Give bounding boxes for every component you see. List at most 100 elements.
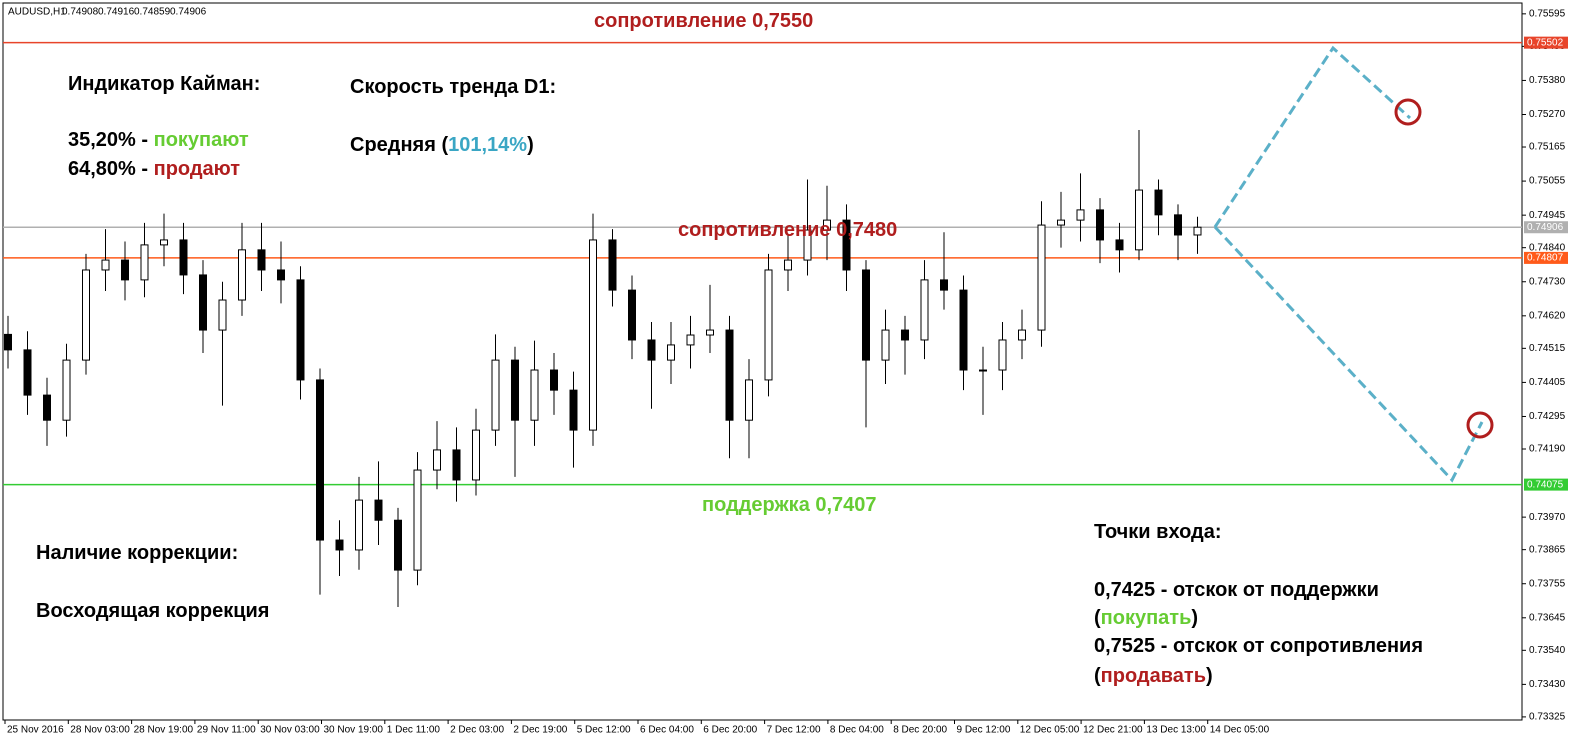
level-tag <box>1524 251 1568 264</box>
x-tick-label: 6 Dec 04:00 <box>640 725 694 736</box>
annotation-part: Наличие коррекции: <box>36 542 238 564</box>
y-tick-label: 0.74840 <box>1529 242 1566 253</box>
annotation-part: Скорость тренда D1: <box>350 76 556 98</box>
x-tick-label: 29 Nov 11:00 <box>197 725 256 736</box>
y-tick-label: 0.74945 <box>1529 210 1566 221</box>
candle-body <box>374 499 383 521</box>
x-tick-label: 14 Dec 05:00 <box>1210 725 1270 736</box>
y-tick-label: 0.74620 <box>1529 310 1566 321</box>
candle-body <box>257 249 266 271</box>
candle-body <box>413 469 422 571</box>
annotation-part: ( <box>1094 665 1101 687</box>
annotation-part: 101,14% <box>448 134 527 156</box>
ohlc-high: 0.74916 <box>98 7 135 18</box>
level-label: 0.74906 <box>1527 222 1564 233</box>
annotation: 35,20% - покупают <box>68 129 249 151</box>
y-tick-label: 0.73645 <box>1529 612 1566 623</box>
y-tick-label: 0.73970 <box>1529 512 1566 523</box>
candle-body <box>940 279 948 291</box>
annotation: 0,7525 - отскок от сопротивления <box>1094 635 1423 657</box>
annotation: поддержка 0,7407 <box>702 494 877 516</box>
y-tick-label: 0.74515 <box>1529 343 1566 354</box>
annotation: Индикатор Кайман: <box>68 73 260 95</box>
candle-body <box>1174 214 1182 236</box>
candle-body <box>784 259 792 271</box>
symbol: AUDUSD,H1 <box>8 7 66 18</box>
annotation-part: 35,20% - <box>68 129 154 151</box>
annotation-part: 64,80% - <box>68 158 154 180</box>
candle-body <box>62 359 71 421</box>
candle-body <box>160 239 168 246</box>
x-tick-label: 30 Nov 19:00 <box>324 725 384 736</box>
y-tick-label: 0.75165 <box>1529 142 1566 153</box>
candle-body <box>277 269 285 281</box>
annotation-part: покупать <box>1101 607 1192 629</box>
ohlc-open: 0.74908 <box>62 7 99 18</box>
candle-body <box>1135 189 1143 251</box>
candle-body <box>1115 239 1124 251</box>
candle-body <box>1057 219 1065 226</box>
candle-body <box>706 329 714 336</box>
annotation: Восходящая коррекция <box>36 600 269 622</box>
candle-body <box>1076 209 1085 221</box>
annotation-part: Точки входа: <box>1094 521 1222 543</box>
forecast <box>1213 45 1484 483</box>
plot-frame <box>2 2 1523 721</box>
candle-body <box>179 239 188 276</box>
annotation-part: сопротивление 0,7480 <box>678 219 897 241</box>
candle-body <box>569 389 578 431</box>
annotation: (продавать) <box>1094 665 1213 687</box>
y-tick-label: 0.74295 <box>1529 411 1566 422</box>
target-circle <box>1466 411 1494 439</box>
x-tick-label: 8 Dec 20:00 <box>893 725 947 736</box>
annotation: Наличие коррекции: <box>36 542 238 564</box>
candle-body <box>43 394 51 421</box>
y-tick-label: 0.74405 <box>1529 377 1566 388</box>
level-tag <box>1524 221 1568 234</box>
candle-body <box>764 269 773 381</box>
x-tick-label: 12 Dec 21:00 <box>1083 725 1143 736</box>
forecast-down <box>1213 225 1484 483</box>
annotation-part: продают <box>154 158 241 180</box>
ohlc-low: 0.74859 <box>134 7 171 18</box>
candle-body <box>1193 226 1202 236</box>
candle-body <box>23 349 32 396</box>
annotation: Точки входа: <box>1094 521 1222 543</box>
candle-body <box>803 229 812 261</box>
candle-body <box>686 334 695 346</box>
candle-body <box>511 359 519 421</box>
annotation: 0,7425 - отскок от поддержки <box>1094 579 1379 601</box>
candle-body <box>218 299 227 331</box>
candle-body <box>355 499 363 551</box>
annotation: 64,80% - продают <box>68 158 240 180</box>
candle-body <box>1096 209 1104 241</box>
x-tick-label: 6 Dec 20:00 <box>703 725 757 736</box>
y-tick-label: 0.75380 <box>1529 75 1566 86</box>
candle-body <box>881 329 890 361</box>
annotation-part: сопротивление 0,7550 <box>594 10 813 32</box>
annotation: сопротивление 0,7550 <box>594 10 813 32</box>
candle-body <box>238 249 246 301</box>
candle-body <box>491 359 500 431</box>
candle-body <box>608 239 617 291</box>
annotation-part: 0,7525 - отскок от сопротивления <box>1094 635 1423 657</box>
level-label: 0.74807 <box>1527 253 1564 264</box>
candle-body <box>296 279 305 381</box>
annotation-part: ) <box>527 134 534 156</box>
y-tick-label: 0.73540 <box>1529 645 1566 656</box>
candle-body <box>862 269 870 361</box>
candle-body <box>121 259 129 281</box>
level-label: 0.75502 <box>1527 37 1564 48</box>
level-tag <box>1524 478 1568 491</box>
candle-body <box>452 449 461 481</box>
y-tick-label: 0.74190 <box>1529 444 1566 455</box>
candle-body <box>82 269 90 361</box>
candle-body <box>901 329 909 341</box>
candle-body <box>101 259 110 271</box>
annotation-part: поддержка 0,7407 <box>702 494 877 516</box>
candle-body <box>433 449 441 471</box>
candle-body <box>998 339 1007 371</box>
x-tick-label: 28 Nov 03:00 <box>70 725 130 736</box>
x-tick-label: 1 Dec 11:00 <box>387 725 441 736</box>
candle-body <box>1037 224 1046 331</box>
